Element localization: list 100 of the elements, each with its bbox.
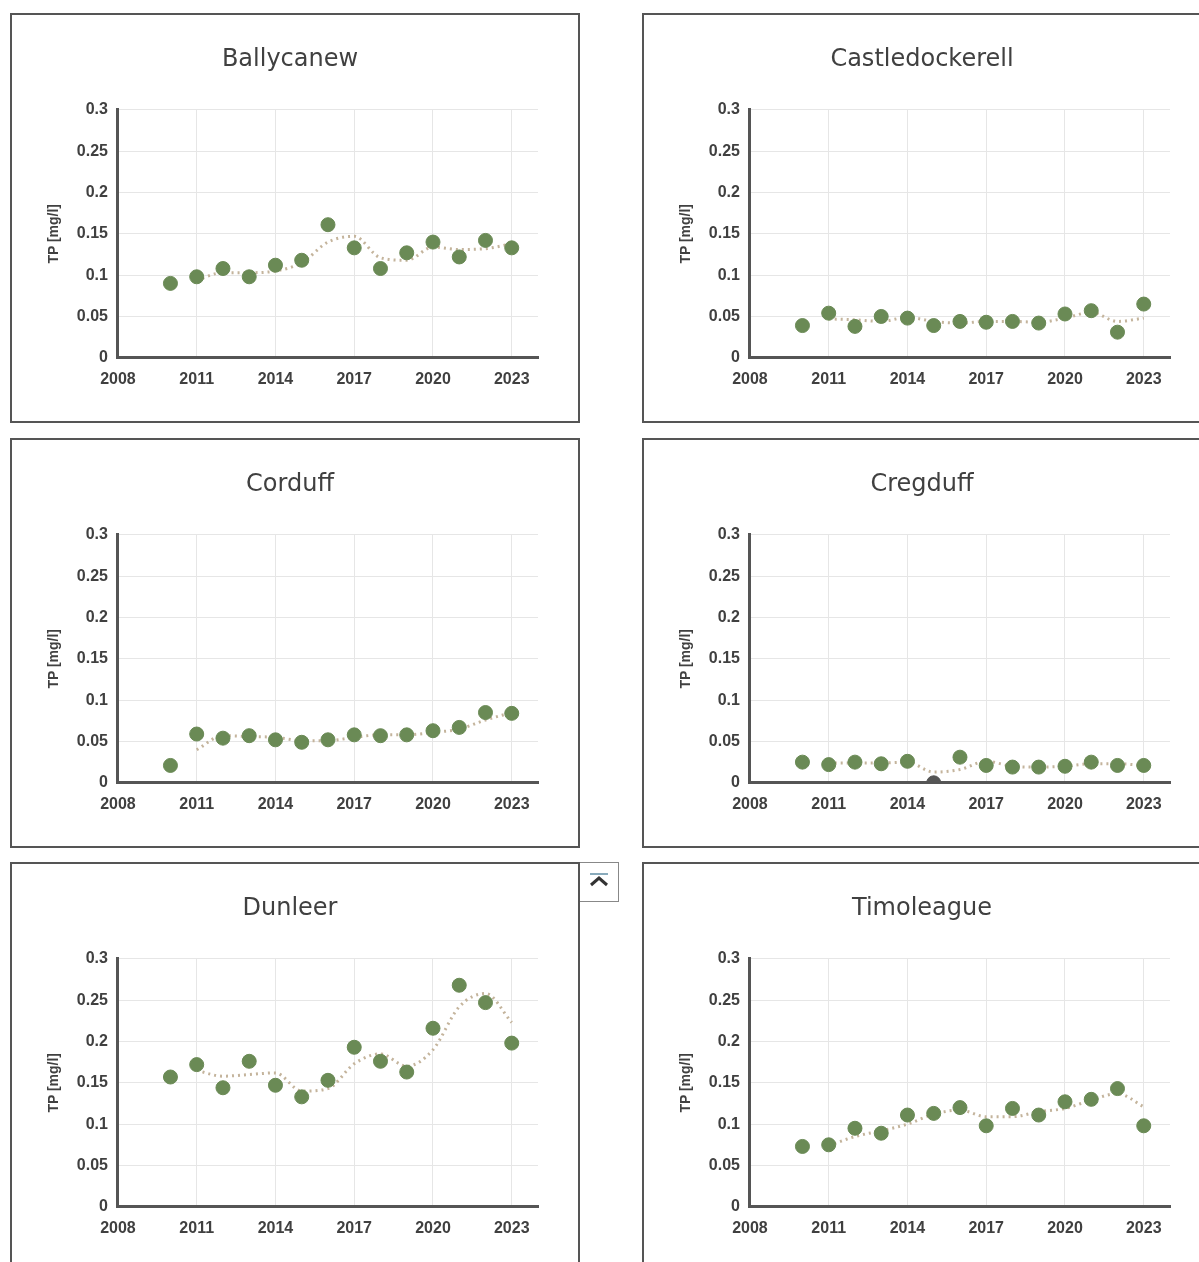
point <box>215 730 231 746</box>
point <box>504 1035 520 1051</box>
point <box>794 318 810 334</box>
x-tick-label: 2008 <box>732 369 768 387</box>
point <box>926 1105 942 1121</box>
point <box>451 977 467 993</box>
chart-title: Dunleer <box>242 892 338 921</box>
y-tick-label: 0.3 <box>717 525 741 543</box>
x-tick-label: 2017 <box>336 1218 373 1236</box>
y-axis-title: TP [mg/l] <box>45 1052 62 1113</box>
point <box>1083 1091 1099 1107</box>
y-tick-label: 0.05 <box>76 306 109 324</box>
x-tick-label: 2017 <box>968 794 1005 812</box>
x-tick-label: 2008 <box>100 1218 136 1236</box>
point <box>1083 303 1099 319</box>
x-tick-label: 2014 <box>257 794 294 812</box>
x-tick-label: 2008 <box>100 369 136 387</box>
y-tick-label: 0.05 <box>76 1155 109 1173</box>
y-tick-label: 0.05 <box>708 1155 741 1173</box>
point <box>451 719 467 735</box>
y-tick-label: 0.3 <box>85 525 109 543</box>
y-tick-label: 0.05 <box>708 731 741 749</box>
y-tick-label: 0.2 <box>717 607 741 625</box>
point <box>873 308 889 324</box>
y-tick-label: 0.15 <box>76 1073 109 1091</box>
point <box>1004 1100 1020 1116</box>
x-tick-label: 2020 <box>1047 369 1083 387</box>
x-tick-label: 2014 <box>257 1218 294 1236</box>
x-tick-label: 2011 <box>811 369 847 387</box>
point <box>821 1137 837 1153</box>
x-tick-label: 2017 <box>968 1218 1005 1236</box>
x-tick-label: 2008 <box>732 794 768 812</box>
y-tick-label: 0 <box>731 348 741 366</box>
chart-title: Corduff <box>246 468 335 497</box>
point <box>899 310 915 326</box>
point <box>162 757 178 773</box>
point <box>320 1072 336 1088</box>
point <box>346 727 362 743</box>
y-tick-label: 0.1 <box>717 1114 741 1132</box>
x-tick-label: 2011 <box>179 1218 215 1236</box>
point <box>425 234 441 250</box>
point <box>372 261 388 277</box>
point <box>215 1080 231 1096</box>
point <box>477 995 493 1011</box>
y-tick-label: 0.05 <box>76 731 109 749</box>
point <box>794 1138 810 1154</box>
x-tick-label: 2017 <box>336 369 373 387</box>
point <box>926 318 942 334</box>
y-tick-label: 0.1 <box>717 690 741 708</box>
x-tick-label: 2020 <box>1047 794 1083 812</box>
y-tick-label: 0.3 <box>85 100 109 118</box>
x-tick-label: 2011 <box>811 1218 847 1236</box>
point <box>372 1053 388 1069</box>
y-tick-label: 0.25 <box>76 990 109 1008</box>
point <box>1136 296 1152 312</box>
y-tick-label: 0.25 <box>708 990 741 1008</box>
y-tick-label: 0.15 <box>708 649 741 667</box>
point <box>162 275 178 291</box>
y-tick-label: 0.25 <box>708 566 741 584</box>
point <box>189 726 205 742</box>
y-tick-label: 0 <box>731 1197 741 1215</box>
y-tick-label: 0.2 <box>717 1031 741 1049</box>
point <box>451 249 467 265</box>
chart-title: Timoleague <box>850 892 993 921</box>
point <box>320 732 336 748</box>
point <box>189 1057 205 1073</box>
x-tick-label: 2020 <box>415 794 451 812</box>
point <box>320 217 336 233</box>
point <box>1031 315 1047 331</box>
point <box>399 1064 415 1080</box>
y-tick-label: 0 <box>99 1197 109 1215</box>
x-tick-label: 2014 <box>889 1218 926 1236</box>
point <box>425 1020 441 1036</box>
y-tick-label: 0.05 <box>708 306 741 324</box>
y-tick-label: 0 <box>99 348 109 366</box>
point <box>847 318 863 334</box>
point <box>1031 1107 1047 1123</box>
y-tick-label: 0 <box>731 773 741 791</box>
point <box>1057 1094 1073 1110</box>
y-tick-label: 0.3 <box>717 100 741 118</box>
point <box>504 705 520 721</box>
x-tick-label: 2014 <box>889 369 926 387</box>
point <box>1004 313 1020 329</box>
chart-title: Ballycanew <box>221 43 359 72</box>
y-tick-label: 0 <box>99 773 109 791</box>
point <box>241 1053 257 1069</box>
y-axis-title: TP [mg/l] <box>45 203 62 264</box>
point <box>372 728 388 744</box>
point <box>1136 1118 1152 1134</box>
point <box>504 240 520 256</box>
point <box>399 727 415 743</box>
y-axis-title: TP [mg/l] <box>677 628 694 689</box>
point <box>294 734 310 750</box>
y-axis-title: TP [mg/l] <box>45 628 62 689</box>
x-tick-label: 2017 <box>968 369 1005 387</box>
x-tick-label: 2020 <box>415 1218 451 1236</box>
point <box>294 252 310 268</box>
y-tick-label: 0.25 <box>76 566 109 584</box>
y-tick-label: 0.1 <box>85 265 109 283</box>
x-tick-label: 2023 <box>1125 369 1162 387</box>
